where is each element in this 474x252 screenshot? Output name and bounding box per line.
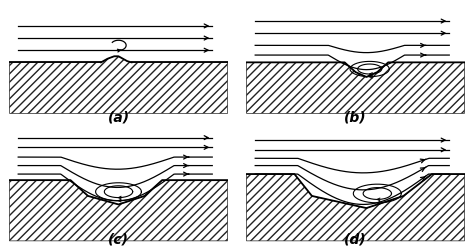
Text: (b): (b) (344, 110, 367, 123)
Polygon shape (9, 57, 228, 114)
Text: (a): (a) (108, 110, 129, 123)
Polygon shape (246, 63, 465, 114)
Polygon shape (9, 180, 228, 241)
Polygon shape (246, 174, 465, 241)
Text: (d): (d) (344, 232, 367, 246)
Text: (c): (c) (108, 232, 129, 246)
